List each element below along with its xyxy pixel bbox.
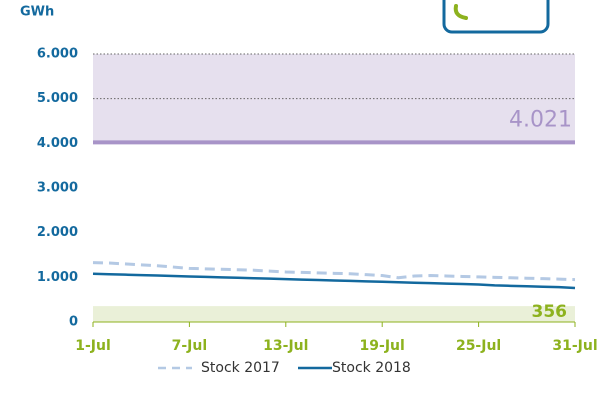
logo-icon	[442, 0, 550, 34]
x-tick-label: 31-Jul	[552, 338, 597, 354]
lower-threshold-label: 356	[532, 302, 568, 322]
y-tick-label: 4.000	[37, 136, 78, 151]
upper-threshold-label: 4.021	[509, 107, 572, 132]
x-tick-label: 1-Jul	[75, 338, 111, 354]
series-line	[92, 261, 576, 282]
x-tick-label: 13-Jul	[263, 338, 308, 354]
lower-band	[93, 306, 575, 322]
y-tick-label: 5.000	[37, 91, 78, 106]
y-axis-label: GWh	[20, 5, 54, 20]
x-tick-label: 19-Jul	[360, 338, 405, 354]
series-line	[92, 272, 576, 290]
y-tick-label: 6.000	[37, 47, 78, 62]
y-tick-label: 1.000	[37, 270, 78, 285]
y-tick-label: 3.000	[37, 181, 78, 196]
x-tick-label: 7-Jul	[172, 338, 208, 354]
legend-label: Stock 2017	[201, 360, 280, 376]
legend-label: Stock 2018	[332, 360, 411, 376]
x-tick-label: 25-Jul	[456, 338, 501, 354]
y-tick-label: 0	[69, 315, 78, 330]
y-tick-label: 2.000	[37, 225, 78, 240]
upper-band	[93, 54, 575, 143]
